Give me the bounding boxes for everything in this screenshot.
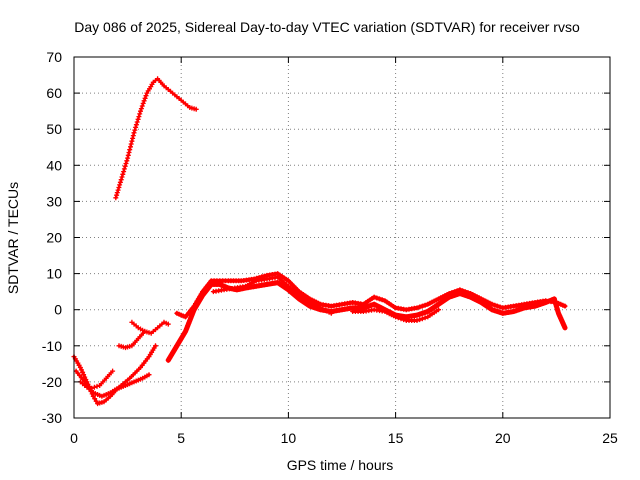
chart-title: Day 086 of 2025, Sidereal Day-to-day VTE… — [74, 19, 580, 35]
series-points — [350, 307, 441, 323]
series-arc-main-b — [174, 271, 568, 320]
series-points — [210, 274, 334, 316]
y-tick-label: 10 — [46, 266, 62, 282]
x-axis-label: GPS time / hours — [287, 457, 394, 473]
x-tick-label: 20 — [495, 430, 511, 446]
axis-ticks: 0 5 10 15 20 25 -30 -20 -10 0 10 20 30 40 50 60 70 — [42, 49, 618, 446]
data-series — [71, 76, 568, 407]
series-arc-mid-b — [129, 319, 148, 334]
x-tick-label: 25 — [602, 430, 618, 446]
x-tick-label: 10 — [281, 430, 297, 446]
series-arc-main-c — [210, 274, 334, 316]
y-tick-label: -30 — [42, 410, 62, 426]
y-tick-label: 60 — [46, 85, 62, 101]
y-tick-label: 20 — [46, 230, 62, 246]
series-arc-main-a — [165, 280, 568, 363]
series-trace — [165, 280, 568, 363]
series-points — [129, 319, 148, 334]
series-points — [165, 280, 568, 363]
y-tick-label: 70 — [46, 49, 62, 65]
series-points — [77, 368, 116, 392]
series-arc-low-c — [77, 368, 116, 392]
y-tick-label: 30 — [46, 193, 62, 209]
series-trace — [114, 77, 198, 200]
x-tick-label: 15 — [388, 430, 404, 446]
series-points — [113, 76, 199, 201]
series-points — [73, 343, 158, 399]
x-tick-label: 5 — [177, 430, 185, 446]
series-points — [174, 271, 568, 320]
y-tick-label: -10 — [42, 338, 62, 354]
y-axis-label: SDTVAR / TECUs — [5, 182, 21, 294]
grid-lines — [74, 57, 610, 418]
series-arc-main-d — [350, 307, 441, 323]
x-tick-label: 0 — [70, 430, 78, 446]
series-arc-low-b — [73, 343, 158, 399]
series-arc-high — [113, 76, 199, 201]
y-tick-label: 40 — [46, 157, 62, 173]
y-tick-label: 50 — [46, 121, 62, 137]
y-tick-label: -20 — [42, 374, 62, 390]
y-tick-label: 0 — [54, 302, 62, 318]
